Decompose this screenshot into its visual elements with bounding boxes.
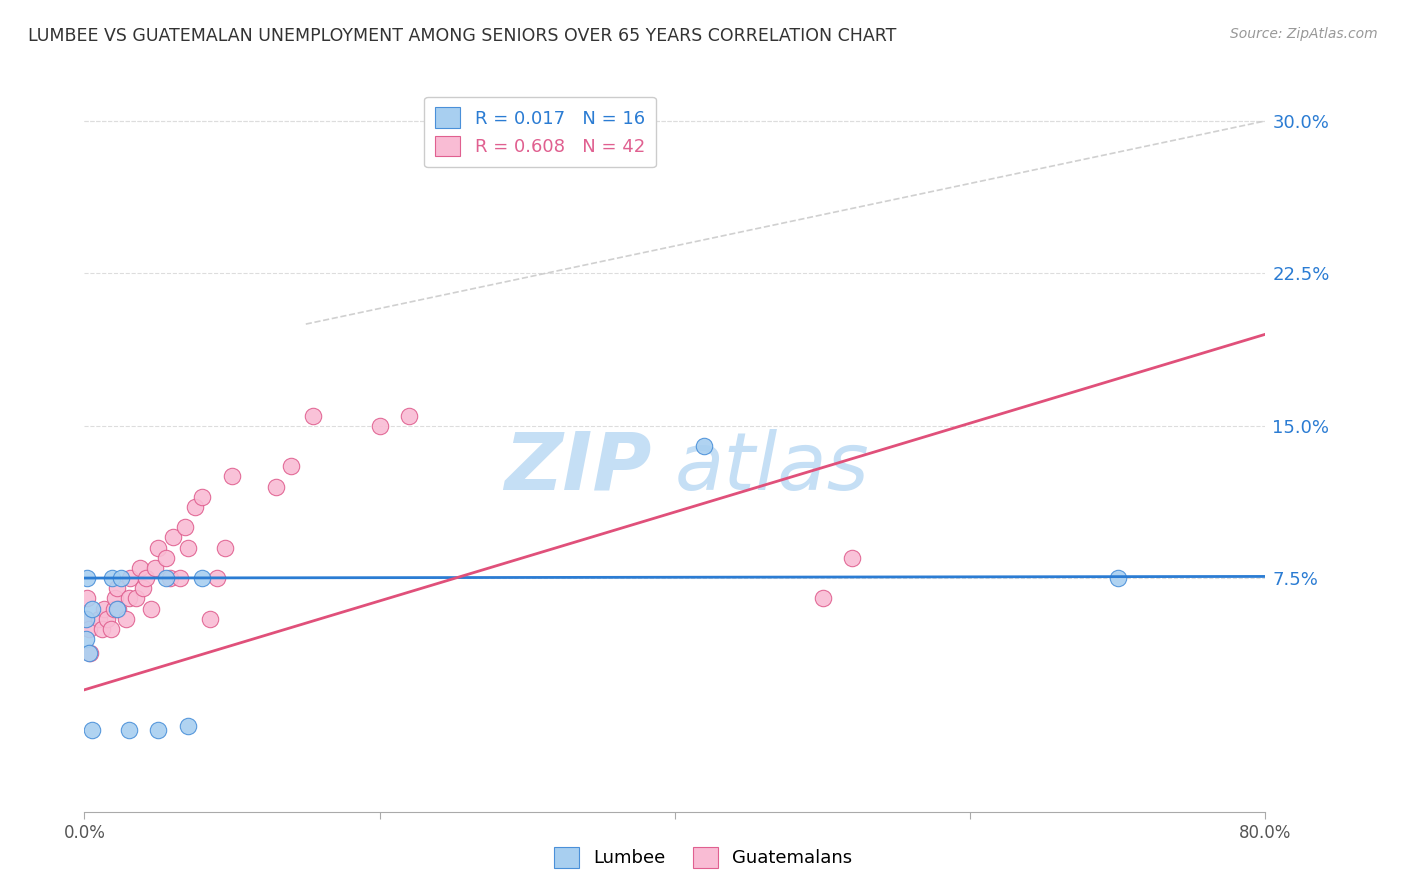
Point	[80, 601, 103, 615]
Point	[368, 418, 391, 433]
Legend: R = 0.017   N = 16, R = 0.608   N = 42: R = 0.017 N = 16, R = 0.608 N = 42	[425, 96, 655, 167]
Point	[105, 601, 128, 615]
Point	[205, 571, 228, 585]
Point	[107, 601, 129, 615]
Text: atlas: atlas	[675, 429, 870, 507]
Point	[93, 601, 115, 615]
Point	[264, 480, 288, 494]
Point	[280, 459, 302, 474]
Point	[302, 409, 325, 423]
Point	[80, 723, 103, 738]
Point	[221, 469, 243, 483]
Point	[114, 612, 136, 626]
Point	[77, 646, 100, 660]
Point	[132, 581, 155, 595]
Point	[96, 612, 118, 626]
Point	[76, 571, 98, 585]
Point	[120, 571, 142, 585]
Point	[129, 561, 152, 575]
Point	[139, 601, 162, 615]
Point	[91, 622, 114, 636]
Point	[76, 591, 98, 606]
Point	[214, 541, 236, 555]
Point	[118, 591, 141, 606]
Point	[75, 632, 97, 646]
Point	[125, 591, 148, 606]
Point	[169, 571, 191, 585]
Point	[198, 612, 221, 626]
Text: Source: ZipAtlas.com: Source: ZipAtlas.com	[1230, 27, 1378, 41]
Point	[75, 612, 97, 626]
Point	[105, 581, 128, 595]
Point	[841, 550, 863, 565]
Point	[101, 571, 124, 585]
Point	[148, 541, 170, 555]
Point	[1107, 571, 1129, 585]
Point	[184, 500, 207, 514]
Point	[77, 622, 100, 636]
Point	[159, 571, 181, 585]
Point	[100, 622, 122, 636]
Text: ZIP: ZIP	[503, 429, 651, 507]
Point	[104, 591, 127, 606]
Point	[75, 612, 97, 626]
Point	[155, 550, 177, 565]
Point	[811, 591, 834, 606]
Point	[173, 520, 195, 534]
Text: LUMBEE VS GUATEMALAN UNEMPLOYMENT AMONG SENIORS OVER 65 YEARS CORRELATION CHART: LUMBEE VS GUATEMALAN UNEMPLOYMENT AMONG …	[28, 27, 897, 45]
Point	[693, 439, 716, 453]
Point	[398, 409, 420, 423]
Point	[162, 530, 184, 544]
Point	[103, 601, 125, 615]
Point	[177, 541, 200, 555]
Point	[155, 571, 177, 585]
Point	[79, 646, 101, 660]
Point	[191, 571, 214, 585]
Point	[135, 571, 157, 585]
Legend: Lumbee, Guatemalans: Lumbee, Guatemalans	[543, 836, 863, 879]
Point	[177, 719, 200, 733]
Point	[143, 561, 166, 575]
Point	[191, 490, 214, 504]
Point	[118, 723, 141, 738]
Point	[110, 571, 132, 585]
Point	[148, 723, 170, 738]
Point	[89, 612, 111, 626]
